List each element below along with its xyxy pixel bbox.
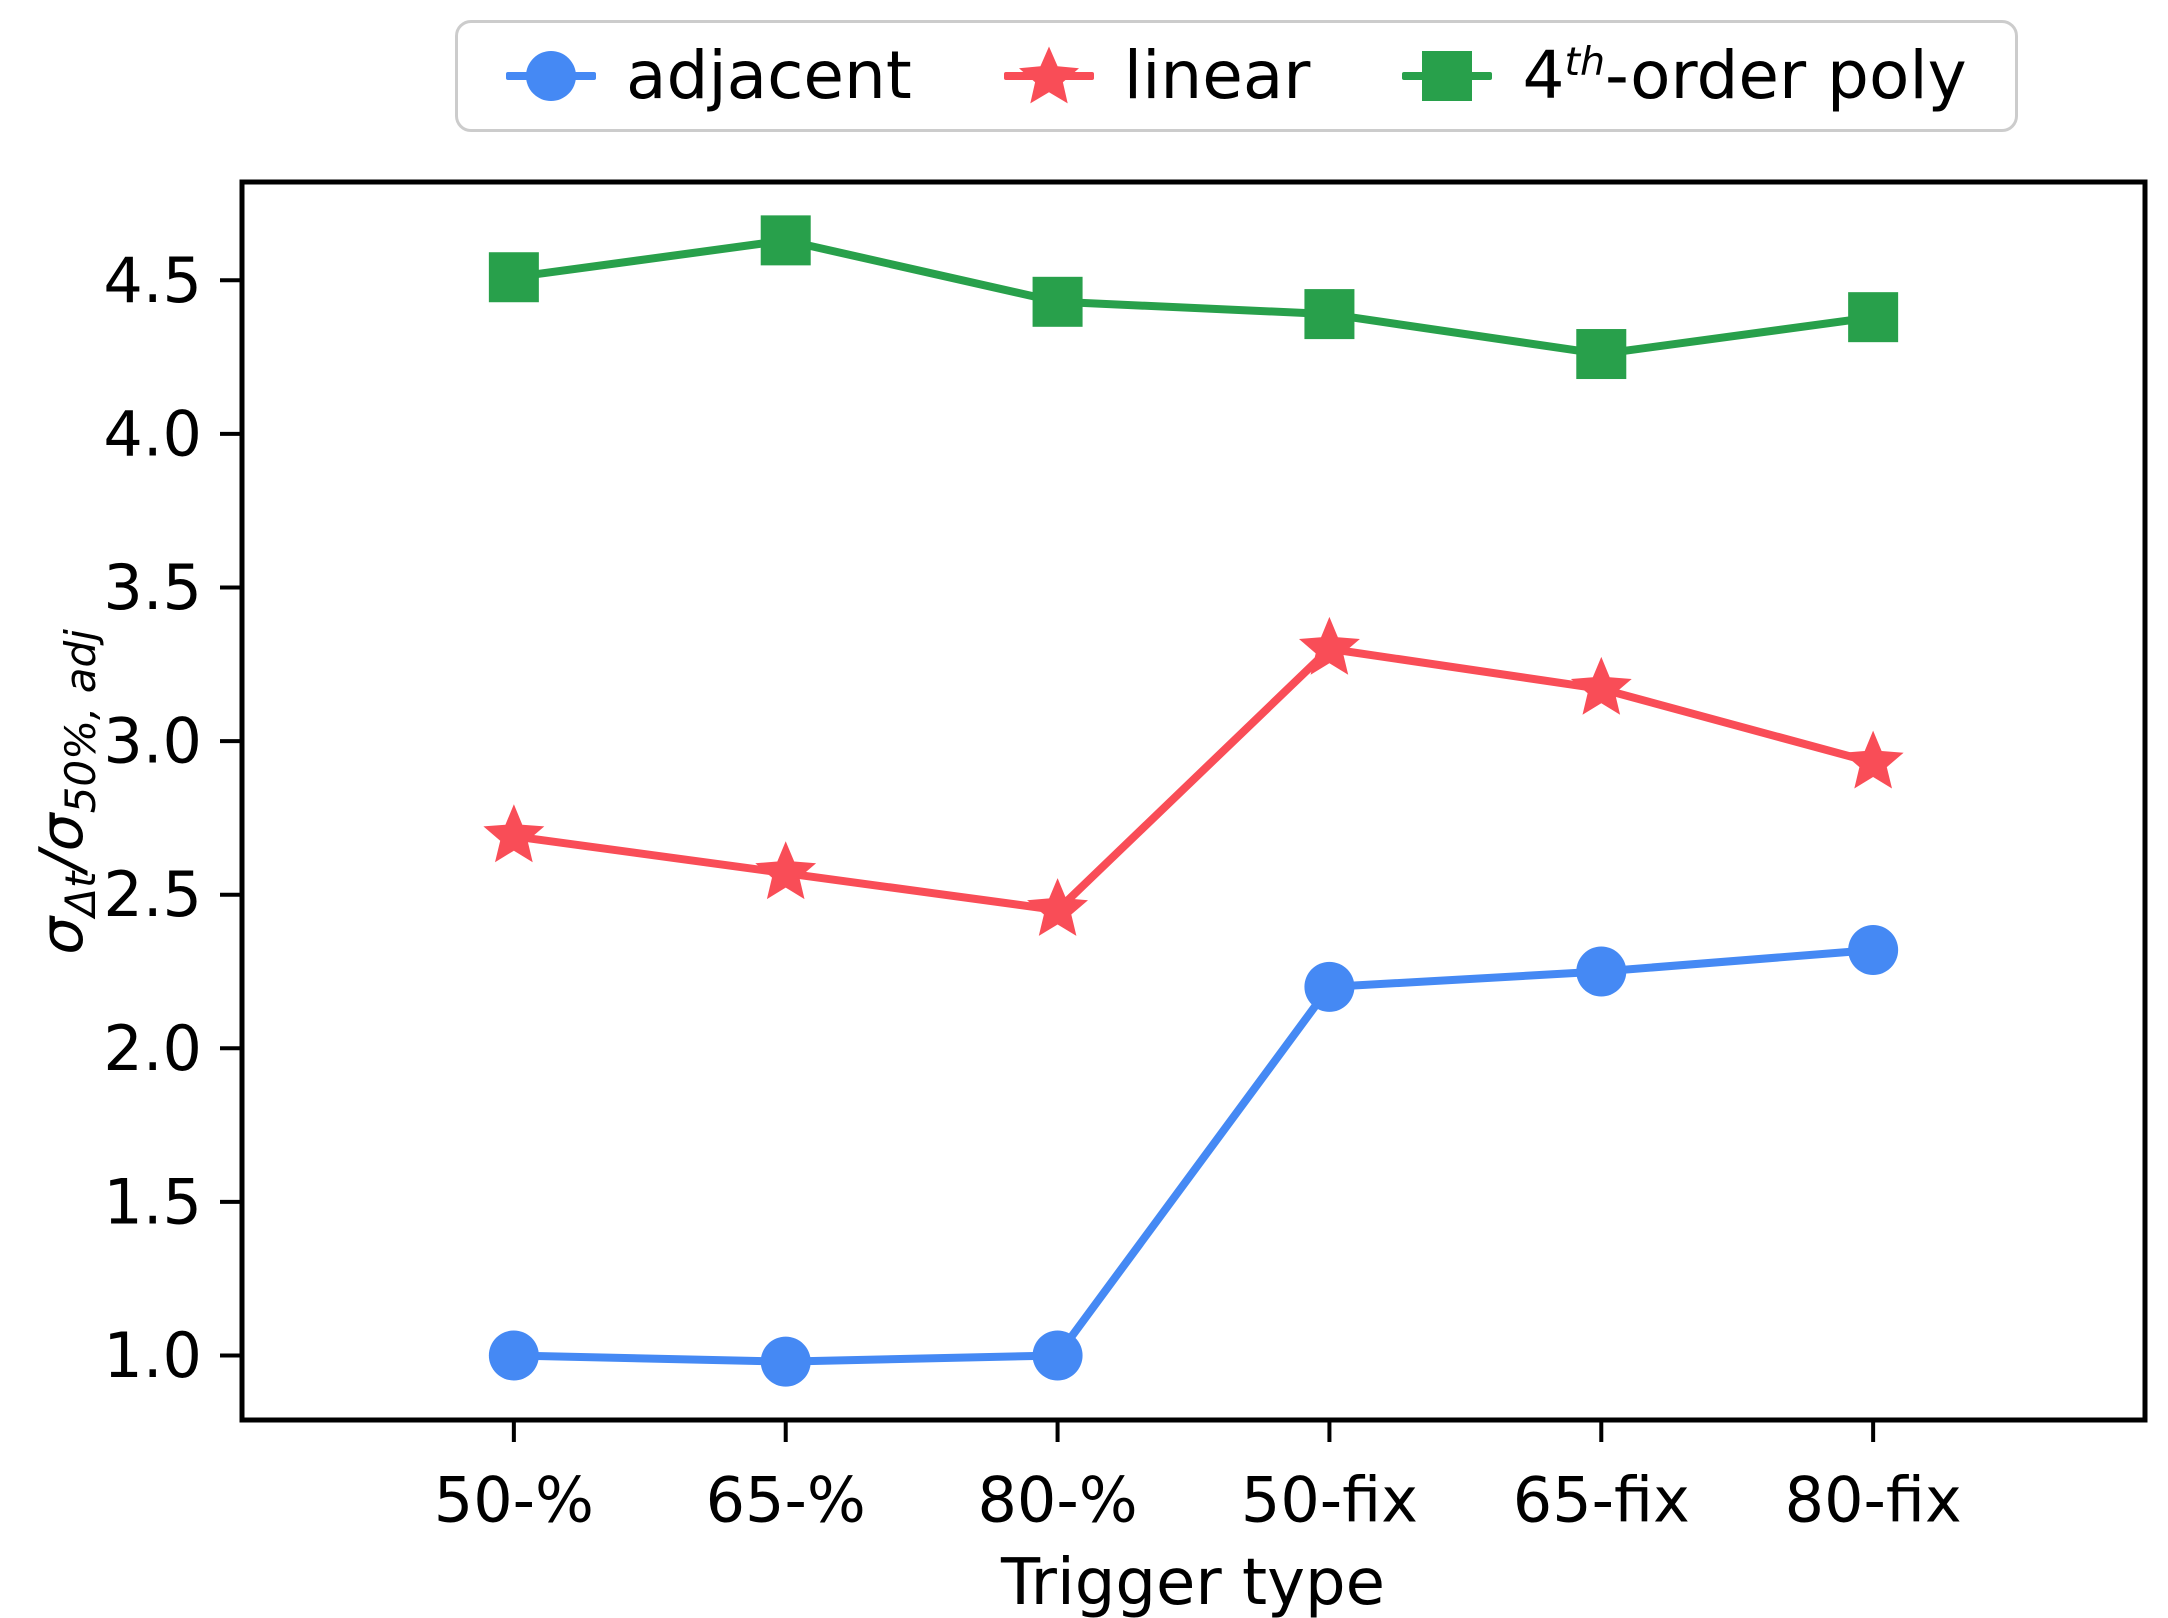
- series-line-4th-order-poly: [509, 236, 1878, 359]
- data-point-4th-order-poly-80-%: [1032, 276, 1083, 327]
- data-point-adjacent-65-fix: [1576, 946, 1627, 997]
- y-tick-label: 3.0: [103, 705, 202, 778]
- series-line-adjacent: [509, 946, 1878, 1366]
- plot-frame: [239, 179, 2148, 1423]
- legend-item-4th-order-poly: 4th-order poly: [1402, 37, 1967, 114]
- y-tick-label: 1.5: [103, 1165, 202, 1238]
- legend-label-4th-order-poly: 4th-order poly: [1522, 37, 1967, 114]
- y-tick-label: 4.5: [103, 244, 202, 317]
- y-tick-label: 4.0: [103, 397, 202, 470]
- y-tick-label: 1.0: [103, 1319, 202, 1392]
- data-point-4th-order-poly-80-fix: [1848, 292, 1899, 343]
- legend: adjacent linear 4th-order poly: [455, 20, 2018, 132]
- data-point-adjacent-80-%: [1032, 1330, 1083, 1381]
- square-marker-icon: [1402, 45, 1493, 107]
- data-point-adjacent-50-%: [488, 1330, 539, 1381]
- data-point-adjacent-80-fix: [1848, 924, 1899, 975]
- legend-label-linear: linear: [1123, 37, 1311, 114]
- star-marker-icon: [1003, 45, 1094, 107]
- data-point-4th-order-poly-50-fix: [1304, 289, 1355, 340]
- data-point-linear-65-fix: [1570, 656, 1632, 715]
- data-point-4th-order-poly-65-fix: [1576, 329, 1627, 380]
- legend-item-linear: linear: [1003, 37, 1311, 114]
- x-tick-label: 65-fix: [1513, 1464, 1690, 1537]
- legend-item-adjacent: adjacent: [506, 43, 912, 109]
- data-point-adjacent-65-%: [760, 1336, 811, 1387]
- data-point-linear-50-%: [483, 804, 545, 863]
- data-point-linear-65-%: [755, 841, 817, 900]
- y-axis-label: σΔt/σ50%, adj: [27, 629, 105, 955]
- data-point-linear-80-fix: [1842, 730, 1904, 789]
- y-tick-label: 2.5: [103, 858, 202, 931]
- data-point-adjacent-50-fix: [1304, 961, 1355, 1012]
- series-line-linear: [509, 644, 1878, 915]
- x-tick-label: 80-fix: [1785, 1464, 1962, 1537]
- x-tick-label: 80-%: [977, 1464, 1137, 1537]
- data-point-linear-80-%: [1027, 878, 1088, 936]
- circle-marker-icon: [506, 45, 596, 107]
- y-tick-label: 3.5: [103, 551, 202, 624]
- data-point-4th-order-poly-50-%: [488, 252, 539, 303]
- data-point-4th-order-poly-65-%: [760, 215, 811, 266]
- x-axis-label: Trigger type: [1000, 1546, 1386, 1618]
- y-tick-label: 2.0: [103, 1012, 202, 1085]
- x-tick-label: 65-%: [706, 1464, 866, 1537]
- legend-label-adjacent: adjacent: [626, 37, 912, 114]
- data-point-linear-50-fix: [1299, 616, 1360, 675]
- x-tick-label: 50-%: [434, 1464, 594, 1537]
- x-tick-label: 50-fix: [1241, 1464, 1418, 1537]
